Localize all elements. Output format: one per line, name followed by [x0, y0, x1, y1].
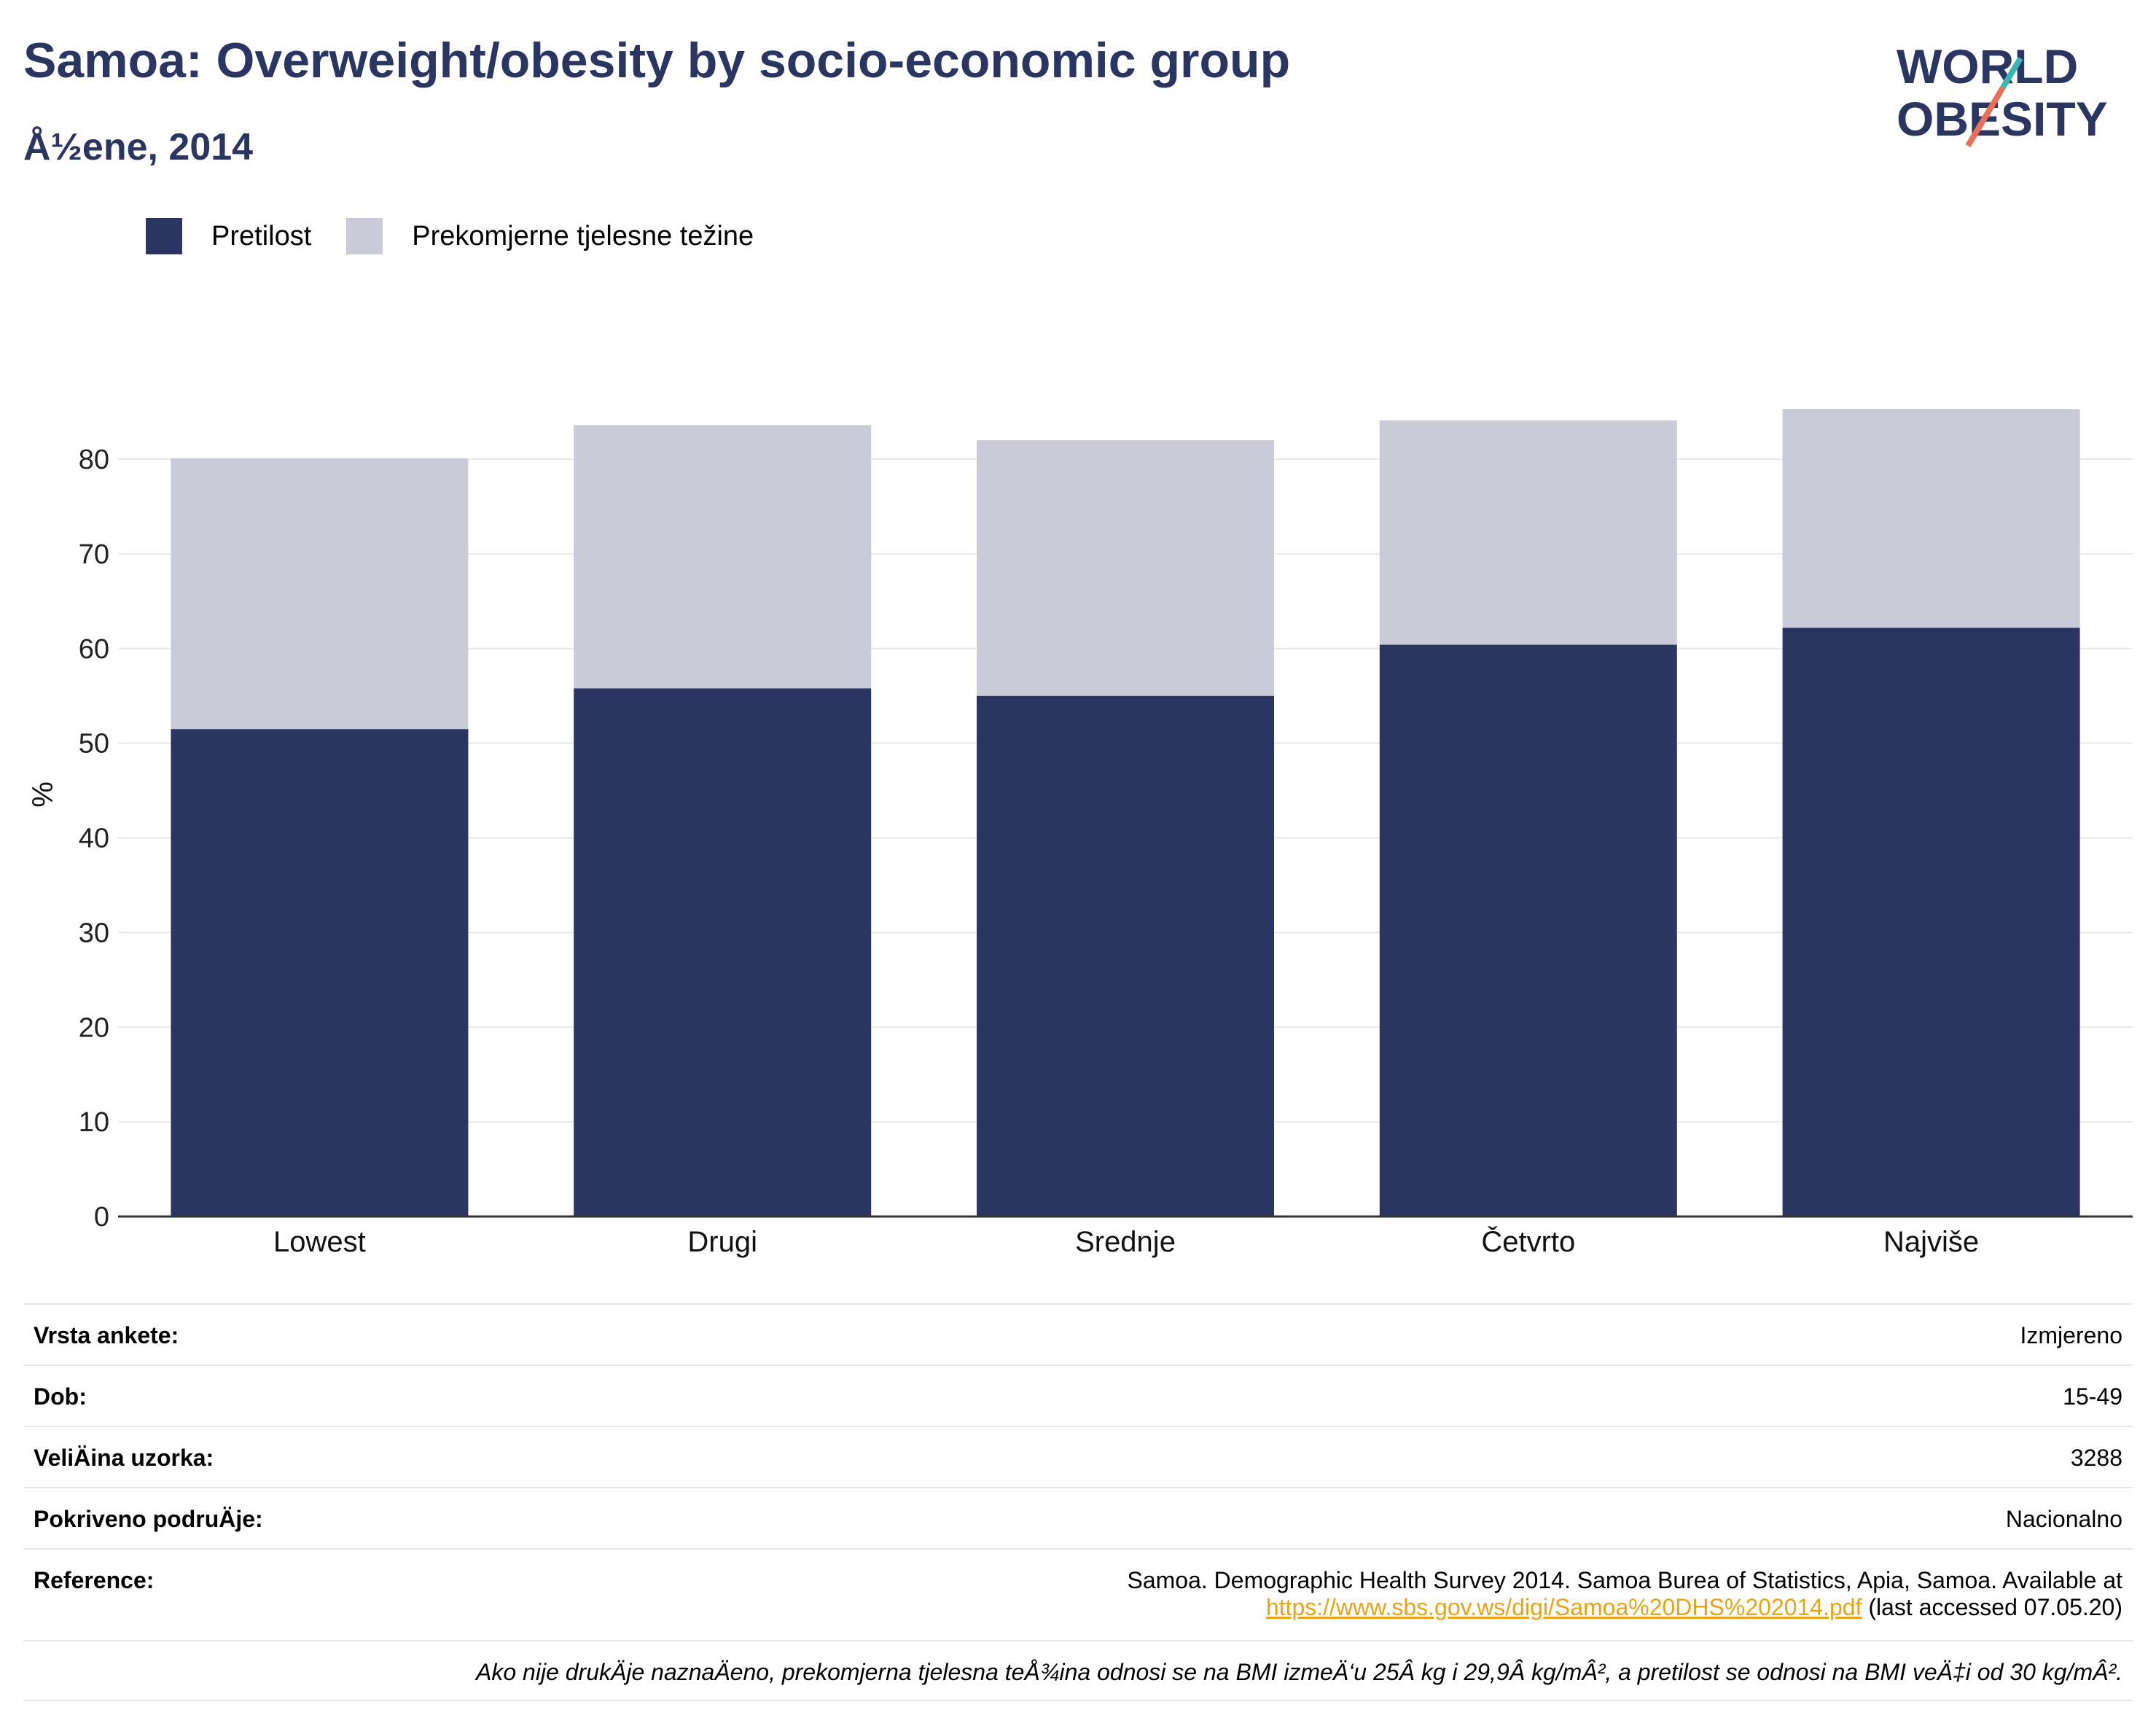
y-tick-label: 80 — [79, 445, 109, 475]
y-tick-label: 40 — [79, 824, 109, 854]
y-tick-label: 20 — [79, 1012, 109, 1043]
bar-overweight — [574, 425, 871, 688]
y-tick-label: 50 — [79, 729, 109, 759]
info-row-reference: Reference: Samoa. Demographic Health Sur… — [23, 1548, 2133, 1640]
info-label: Pokriveno podruÄ je: — [34, 1506, 263, 1533]
reference-value: Samoa. Demographic Health Survey 2014. S… — [1128, 1567, 2123, 1621]
reference-suffix: (last accessed 07.05.20) — [1868, 1594, 2122, 1620]
info-label: Dob: — [34, 1383, 87, 1410]
footnote: Ako nije drukÄ je naznaÄ eno, prekomjern… — [23, 1640, 2133, 1701]
reference-link[interactable]: https://www.sbs.gov.ws/digi/Samoa%20DHS%… — [1266, 1594, 1862, 1620]
x-tick-label: Drugi — [687, 1226, 757, 1258]
bar-obesity — [977, 696, 1274, 1216]
info-row-age: Dob: 15-49 — [23, 1364, 2133, 1426]
info-label: VeliÄ ina uzorka: — [34, 1445, 214, 1472]
reference-text: Samoa. Demographic Health Survey 2014. S… — [1128, 1567, 2123, 1593]
bar-obesity — [1380, 645, 1677, 1216]
info-label: Reference: — [34, 1567, 154, 1594]
bar-overweight — [977, 440, 1274, 696]
y-tick-label: 0 — [94, 1202, 109, 1233]
y-tick-label: 60 — [79, 634, 109, 665]
x-tick-label: Srednje — [1075, 1226, 1176, 1258]
x-tick-label: Četvrto — [1481, 1225, 1575, 1258]
x-tick-label: Najviše — [1883, 1226, 1979, 1258]
x-tick-label: Lowest — [273, 1226, 366, 1258]
info-value: 3288 — [2071, 1445, 2122, 1472]
bar-overweight — [1380, 421, 1677, 645]
info-row-coverage: Pokriveno podruÄ je: Nacionalno — [23, 1487, 2133, 1548]
y-tick-label: 10 — [79, 1107, 109, 1138]
bar-overweight — [171, 458, 468, 729]
bar-chart: 0 10 20 30 40 50 60 70 80% Lowest Drugi Srednje Četv… — [0, 0, 2156, 1283]
y-axis-label: % — [27, 781, 59, 808]
info-label: Vrsta ankete: — [34, 1322, 179, 1349]
info-row-sample-size: VeliÄ ina uzorka: 3288 — [23, 1426, 2133, 1487]
bar-obesity — [171, 729, 468, 1216]
y-tick-label: 30 — [79, 918, 109, 948]
bar-obesity — [1783, 628, 2080, 1216]
info-row-survey-type: Vrsta ankete: Izmjereno — [23, 1303, 2133, 1364]
y-tick-label: 70 — [79, 539, 109, 570]
info-table: Vrsta ankete: Izmjereno Dob: 15-49 VeliÄ… — [23, 1303, 2133, 1701]
info-value: Nacionalno — [2006, 1506, 2122, 1533]
info-value: Izmjereno — [2020, 1322, 2123, 1349]
bar-obesity — [574, 688, 871, 1216]
info-value: 15-49 — [2063, 1383, 2122, 1410]
bar-overweight — [1783, 409, 2080, 628]
